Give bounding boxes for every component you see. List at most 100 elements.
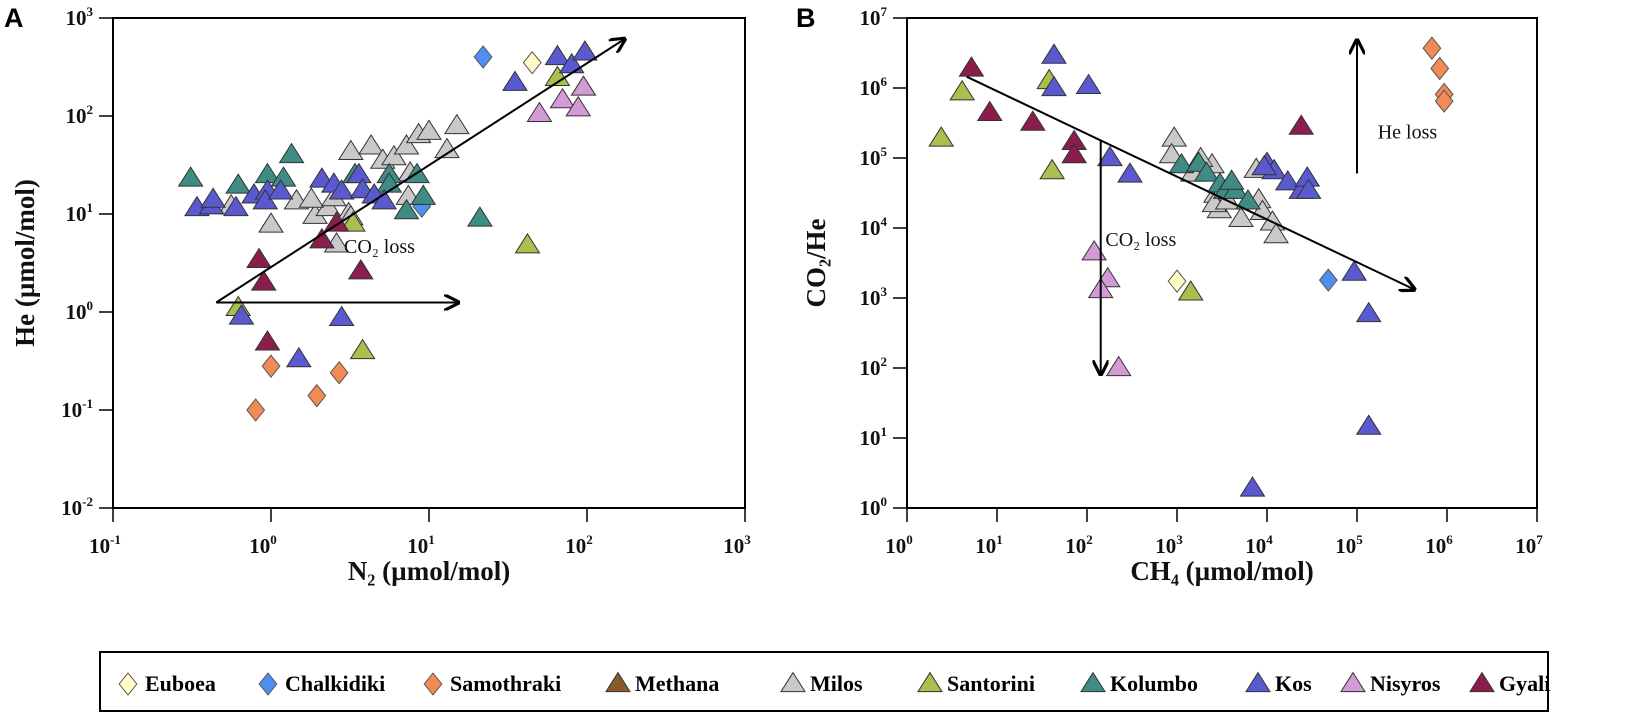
point-milos — [434, 137, 460, 159]
series-euboea — [1167, 269, 1187, 293]
y-tick-label: 103 — [66, 4, 94, 30]
x-tick-base: 10 — [1245, 534, 1266, 558]
x-tick-exp: 3 — [744, 532, 751, 547]
x-tick-label: 106 — [1425, 532, 1453, 558]
x-tick-base: 10 — [1335, 534, 1356, 558]
point-kos — [1075, 73, 1102, 95]
point-milos — [1228, 206, 1254, 227]
point-milos — [381, 144, 407, 166]
x-tick-exp: 2 — [586, 532, 593, 547]
x-tick-base: 10 — [885, 534, 906, 558]
y-tick-base: 10 — [860, 426, 881, 450]
point-kos — [1097, 145, 1123, 167]
point-kos — [223, 195, 249, 217]
y-tick-base: 10 — [66, 202, 87, 226]
y-tick-exp: 5 — [881, 144, 888, 159]
y-tick-base: 10 — [860, 356, 881, 380]
y-tick-label: 100 — [66, 298, 94, 324]
legend-label: Milos — [810, 671, 863, 696]
x-tick-label: 101 — [407, 532, 435, 558]
point-samothraki — [1422, 36, 1442, 61]
point-gyali — [1019, 110, 1046, 131]
point-nisyros — [549, 87, 576, 109]
x-tick-base: 10 — [407, 534, 428, 558]
annotation-label: CO₂ loss — [1105, 229, 1176, 251]
legend-item-kolumbo: Kolumbo — [1080, 671, 1198, 696]
point-kos — [1355, 301, 1382, 323]
point-euboea — [522, 50, 542, 75]
point-samothraki — [246, 398, 266, 422]
point-kolumbo — [225, 173, 252, 194]
legend-triangle-icon — [780, 671, 806, 693]
legend-label: Euboea — [145, 671, 216, 696]
trend-arrow — [966, 75, 1413, 289]
point-kolumbo — [393, 198, 420, 220]
point-gyali — [976, 100, 1003, 122]
y-tick-base: 10 — [66, 6, 87, 30]
legend-item-gyali: Gyali — [1469, 671, 1550, 696]
x-tick-label: 103 — [1155, 532, 1183, 558]
point-gyali — [1061, 142, 1088, 164]
series-euboea — [522, 50, 542, 75]
y-tick-label: 104 — [860, 214, 888, 240]
y-tick-exp: 6 — [881, 74, 888, 89]
legend-item-nisyros: Nisyros — [1340, 671, 1441, 696]
series-santorini — [928, 68, 1204, 301]
point-santorini — [340, 211, 366, 232]
y-tick-label: 106 — [860, 74, 888, 100]
point-samothraki — [1430, 56, 1450, 81]
point-santorini — [514, 232, 541, 254]
x-tick-exp: 2 — [1086, 532, 1093, 547]
point-kos — [328, 179, 355, 200]
point-nisyros — [526, 101, 553, 123]
x-tick-base: 10 — [723, 534, 744, 558]
legend-label: Methana — [635, 671, 719, 696]
point-gyali — [1288, 114, 1315, 135]
legend-item-methana: Methana — [605, 671, 719, 696]
legend-item-santorini: Santorini — [917, 671, 1035, 696]
x-tick-base: 10 — [1065, 534, 1086, 558]
point-kos — [1355, 414, 1382, 435]
x-tick-label: 104 — [1245, 532, 1273, 558]
x-tick-label: 107 — [1515, 532, 1543, 558]
point-milos — [258, 212, 284, 233]
point-santorini — [928, 126, 955, 147]
legend-item-chalkidiki: Chalkidiki — [258, 671, 385, 696]
legend-box — [99, 651, 1549, 712]
point-kos — [1341, 260, 1368, 281]
point-nisyros — [1105, 355, 1132, 377]
y-tick-label: 101 — [66, 200, 94, 226]
x-tick-label: 102 — [1065, 532, 1093, 558]
point-samothraki — [307, 383, 327, 408]
legend: Euboea Chalkidiki Samothraki Methana Milos Sa… — [99, 651, 1550, 712]
legend-item-kos: Kos — [1245, 671, 1312, 696]
point-gyali — [250, 270, 277, 291]
series-kolumbo — [1168, 151, 1261, 210]
point-gyali — [309, 227, 335, 249]
point-kos — [228, 304, 255, 325]
point-kos — [267, 179, 294, 200]
point-milos — [358, 134, 384, 155]
point-kos — [502, 70, 528, 91]
y-tick-label: 100 — [860, 494, 888, 520]
point-santorini — [349, 338, 376, 360]
point-kolumbo — [410, 184, 437, 205]
point-milos — [1263, 222, 1289, 244]
x-tick-base: 10 — [89, 534, 110, 558]
point-milos — [337, 139, 364, 161]
point-kos — [328, 305, 355, 327]
point-kos — [1041, 75, 1067, 97]
legend-label: Nisyros — [1370, 671, 1441, 696]
y-tick-exp: -1 — [82, 396, 93, 411]
legend-item-milos: Milos — [780, 671, 863, 696]
point-kolumbo — [1218, 169, 1245, 190]
legend-item-samothraki: Samothraki — [423, 671, 561, 696]
series-gyali — [246, 211, 374, 351]
series-kos — [1041, 43, 1382, 497]
point-santorini — [544, 65, 571, 86]
point-samothraki — [1434, 89, 1454, 113]
y-tick-label: 101 — [860, 424, 888, 450]
point-gyali — [958, 56, 985, 77]
